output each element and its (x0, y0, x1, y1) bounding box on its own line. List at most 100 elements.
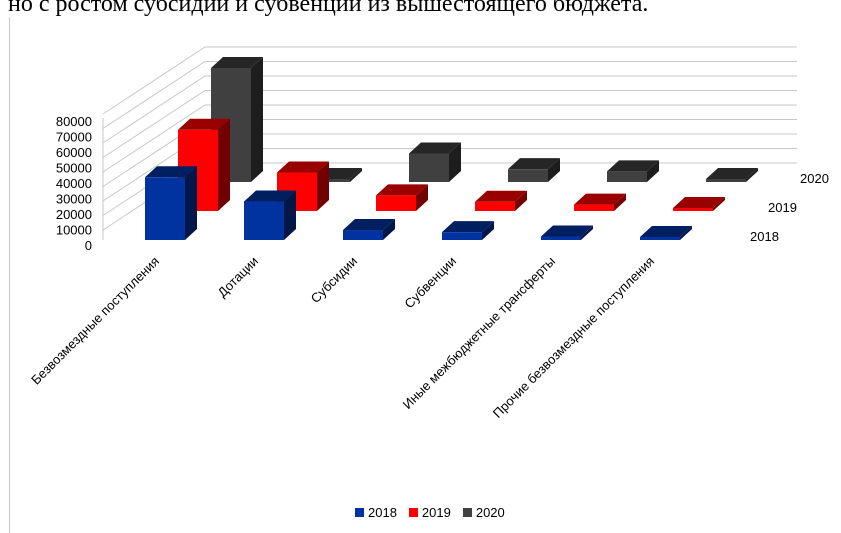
bar-top (277, 161, 329, 173)
gridline (102, 61, 797, 129)
bar-side (218, 118, 230, 211)
bar-side (383, 219, 395, 240)
y-tick-label: 0 (85, 238, 92, 253)
legend-label-2019: 2019 (421, 505, 451, 520)
bar-top (607, 160, 659, 172)
header-text: но с ростом субсидий и субвенций из выше… (8, 0, 649, 17)
bar-top (376, 184, 428, 196)
bar-side (680, 226, 692, 240)
bar-2020-3 (508, 158, 560, 182)
bar-front (409, 153, 449, 182)
bar-side (449, 142, 461, 182)
bar-side (350, 168, 362, 182)
bar-side (746, 168, 758, 182)
legend-label-2020: 2020 (475, 505, 505, 520)
legend-swatch-2018 (355, 508, 364, 517)
bar-2018-0 (145, 166, 197, 240)
x-axis-labels: Безвозмездные поступления Дотации Субсидии… (28, 254, 657, 421)
bar-front (310, 179, 350, 182)
bar-front (541, 236, 581, 240)
bar-side (713, 197, 725, 211)
legend-item-2019: 2019 (408, 505, 451, 520)
bar-2018-4 (541, 225, 593, 240)
y-tick-label: 10000 (56, 223, 92, 238)
y-tick-label: 70000 (56, 130, 92, 145)
bar-2018-5 (640, 226, 692, 240)
bar-side (251, 57, 263, 182)
gridline (102, 46, 797, 115)
y-tick-label: 80000 (56, 114, 92, 129)
bar-side (284, 190, 296, 240)
bar-2018-2 (343, 219, 395, 240)
legend-item-2018: 2018 (355, 505, 397, 520)
gridline (102, 104, 797, 173)
bar-top (475, 190, 527, 202)
bar-front (508, 169, 548, 182)
bar-front (706, 179, 746, 182)
gridline (102, 75, 797, 144)
bar-front (376, 195, 416, 211)
legend-swatch-2020 (462, 508, 472, 517)
bar-2019-5 (673, 197, 725, 211)
bar-top (673, 197, 725, 208)
bar-top (145, 166, 197, 178)
bar-side (647, 160, 659, 182)
bar-side (581, 225, 593, 240)
bar-top (574, 193, 626, 205)
bar-front (442, 232, 482, 240)
bar-top (541, 225, 593, 237)
bar-front (475, 201, 515, 211)
x-tick-label: Безвозмездные поступления (28, 254, 162, 388)
bar-side (515, 190, 527, 211)
bar-2018-3 (442, 221, 494, 240)
bar-top (706, 168, 758, 179)
chart-frame-border (9, 17, 10, 533)
bar-top (640, 226, 692, 237)
y-tick-label: 60000 (56, 145, 92, 160)
bar-2019-2 (376, 184, 428, 211)
y-tick-label: 40000 (56, 176, 92, 191)
series-label-2020: 2020 (800, 171, 829, 186)
series-label-2018: 2018 (750, 229, 779, 244)
y-tick-label: 30000 (56, 192, 92, 207)
bar-side (317, 161, 329, 211)
bar-top (442, 221, 494, 233)
y-axis-ticks: 0100002000030000400005000060000700008000… (56, 114, 92, 253)
bar-side (614, 193, 626, 211)
bar-side (548, 158, 560, 182)
legend-swatch-2019 (408, 508, 418, 517)
bar-2020-2 (409, 142, 461, 182)
x-tick-label: Субвенции (401, 254, 459, 312)
bar-front (574, 204, 614, 211)
y-tick-label: 20000 (56, 207, 92, 222)
bar-front (145, 177, 185, 240)
gridline (102, 90, 797, 158)
bar-top (178, 118, 230, 130)
bar-side (185, 166, 197, 240)
y-tick-label: 50000 (56, 161, 92, 176)
chart-legend: 2018 2019 2020 (355, 505, 505, 520)
bar-top (508, 158, 560, 170)
bar-front (607, 171, 647, 182)
bar-2018-1 (244, 190, 296, 240)
x-tick-label: Дотации (215, 254, 262, 301)
bar-front (343, 230, 383, 240)
x-tick-label: Субсидии (308, 254, 360, 306)
bar-top (343, 219, 395, 231)
bar-2020-4 (607, 160, 659, 182)
bar-2020-5 (706, 168, 758, 182)
legend-label-2018: 2018 (368, 505, 397, 520)
bar-2019-4 (574, 193, 626, 211)
x-tick-label: Прочие безвозмездные поступления (490, 254, 657, 421)
chart-bars (145, 57, 758, 240)
series-label-2019: 2019 (768, 200, 797, 215)
bar-top (244, 190, 296, 202)
bar-top (409, 142, 461, 154)
bar-front (640, 237, 680, 240)
bar-front (244, 201, 284, 240)
bar-side (416, 184, 428, 211)
bar-front (673, 208, 713, 211)
bar-side (482, 221, 494, 240)
